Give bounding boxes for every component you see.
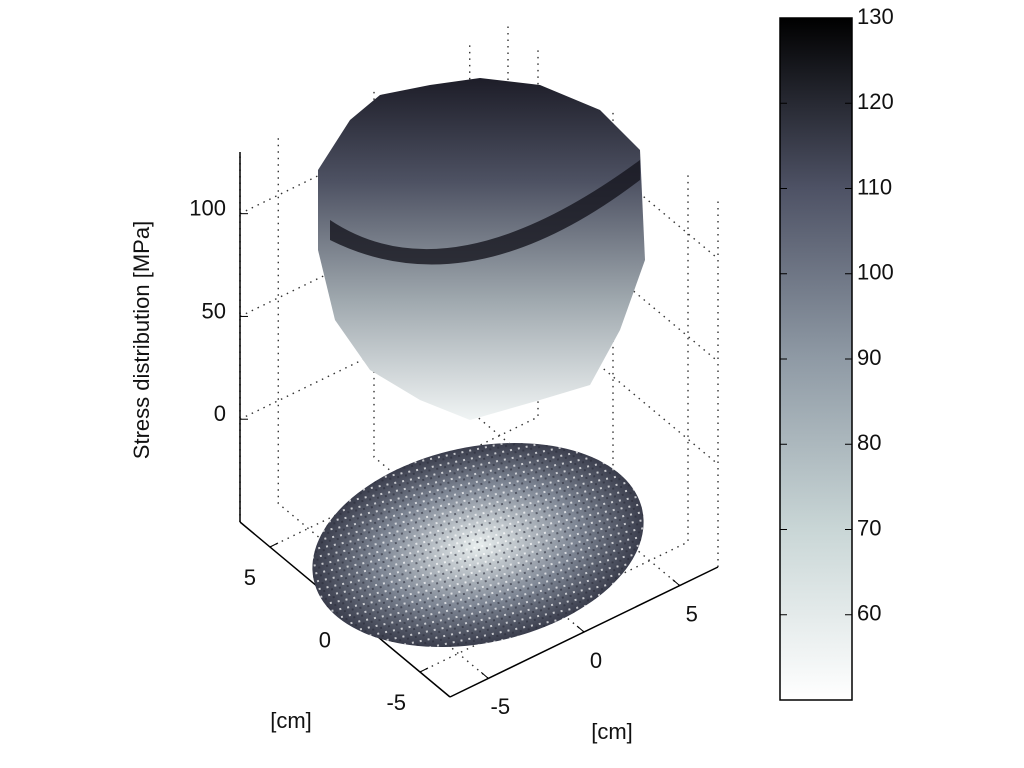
x-tick-label: -5 bbox=[491, 694, 511, 719]
colorbar bbox=[779, 17, 853, 701]
colorbar-tick-label: 70 bbox=[857, 515, 881, 540]
y-axis-label: [cm] bbox=[270, 708, 312, 733]
colorbar-tick-label: 120 bbox=[857, 89, 894, 114]
colorbar-tick-label: 100 bbox=[857, 260, 894, 285]
colorbar-tick-label: 130 bbox=[857, 4, 894, 29]
x-axis-label: [cm] bbox=[591, 719, 633, 744]
x-tick-label: 5 bbox=[686, 601, 698, 626]
z-tick-label: 100 bbox=[189, 195, 226, 220]
x-tick bbox=[672, 579, 681, 586]
z-tick-label: 0 bbox=[214, 401, 226, 426]
colorbar-tick-label: 80 bbox=[857, 430, 881, 455]
z-axis-label: Stress distribution [MPa] bbox=[129, 221, 154, 459]
y-tick-label: 0 bbox=[319, 627, 331, 652]
colorbar-tick-label: 90 bbox=[857, 345, 881, 370]
plot-area: 0 50 100 -5 0 5 -5 0 5 Stress distribution [MPa] [… bbox=[129, 22, 719, 744]
y-tick-label: -5 bbox=[386, 690, 406, 715]
surface-texture bbox=[312, 442, 644, 648]
x-tick bbox=[480, 672, 489, 679]
y-tick bbox=[419, 667, 429, 673]
z-tick-label: 50 bbox=[202, 298, 226, 323]
y-tick bbox=[269, 542, 279, 548]
surface-rim bbox=[330, 160, 640, 265]
colorbar-tick-label: 110 bbox=[857, 174, 892, 199]
colorbar-tick-label: 60 bbox=[857, 601, 881, 626]
x-tick bbox=[576, 625, 585, 633]
surface bbox=[312, 78, 645, 648]
x-tick-label: 0 bbox=[590, 648, 602, 673]
y-tick-label: 5 bbox=[244, 565, 256, 590]
